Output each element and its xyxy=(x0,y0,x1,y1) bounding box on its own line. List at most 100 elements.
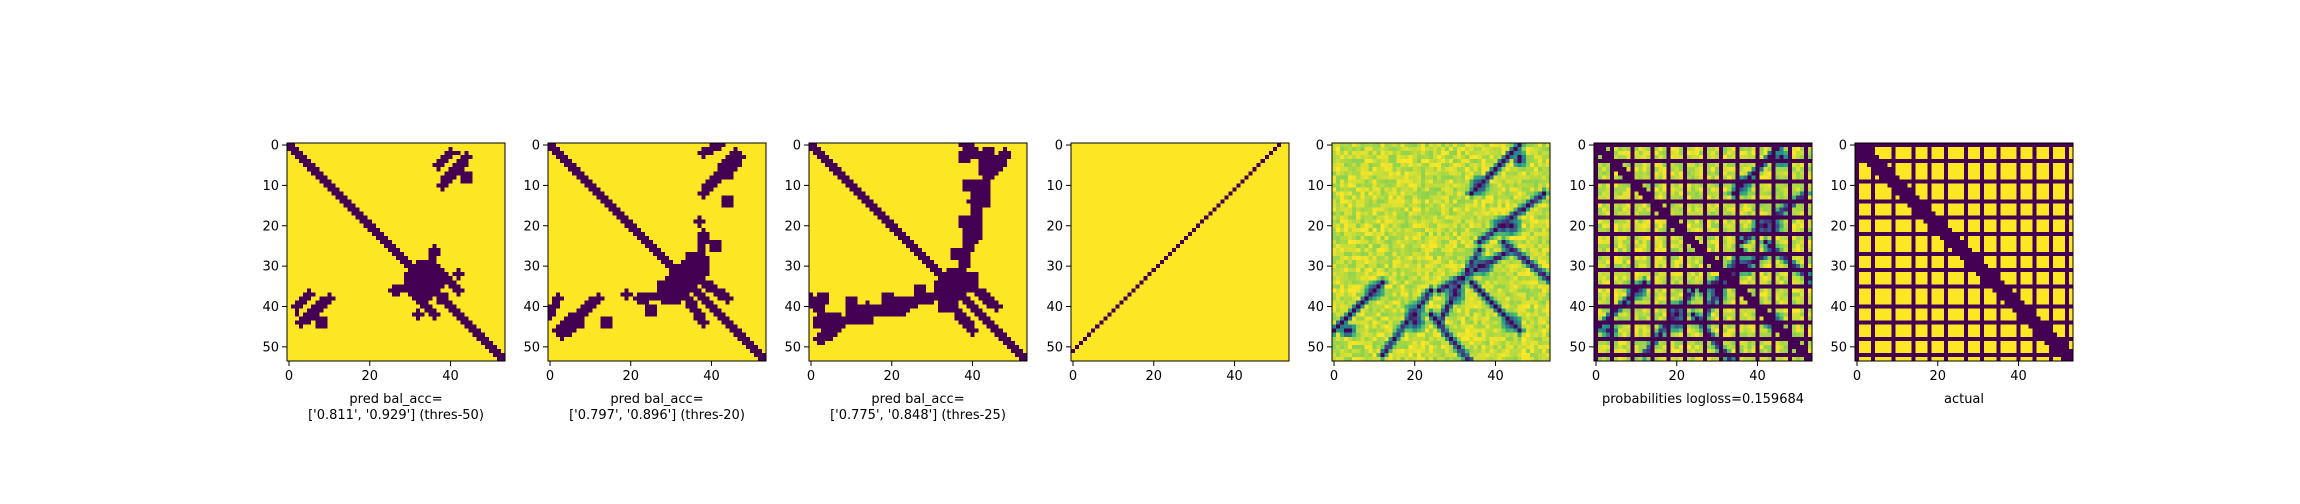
heatmap-cell xyxy=(303,313,307,317)
heatmap-cell xyxy=(548,272,552,276)
heatmap-cell xyxy=(339,260,343,264)
heatmap-cell xyxy=(576,191,580,195)
heatmap-cell xyxy=(653,208,657,212)
heatmap-cell xyxy=(400,341,404,345)
heatmap-cell xyxy=(726,179,730,183)
heatmap-cell xyxy=(424,280,428,284)
heatmap-cell xyxy=(311,220,315,224)
heatmap-cell xyxy=(613,179,617,183)
heatmap-cell xyxy=(709,183,713,187)
heatmap-cell xyxy=(629,288,633,292)
heatmap-cell xyxy=(621,284,625,288)
heatmap-cell xyxy=(432,228,436,232)
heatmap-cell xyxy=(621,163,625,167)
heatmap-cell xyxy=(489,321,493,325)
heatmap-cell xyxy=(617,272,621,276)
heatmap-cell xyxy=(303,175,307,179)
heatmap-cell xyxy=(493,195,497,199)
heatmap-cell xyxy=(356,147,360,151)
heatmap-cell xyxy=(364,321,368,325)
heatmap-cell xyxy=(489,260,493,264)
heatmap-cell xyxy=(709,179,713,183)
heatmap-cell xyxy=(742,216,746,220)
heatmap-cell xyxy=(677,248,681,252)
heatmap-cell xyxy=(465,204,469,208)
heatmap-cell xyxy=(315,159,319,163)
heatmap-cell xyxy=(605,187,609,191)
heatmap-cell xyxy=(307,171,311,175)
heatmap-cell xyxy=(420,296,424,300)
heatmap-cell xyxy=(469,296,473,300)
heatmap-cell xyxy=(584,204,588,208)
heatmap-cell xyxy=(356,292,360,296)
heatmap-cell xyxy=(424,220,428,224)
heatmap-cell xyxy=(669,204,673,208)
heatmap-cell xyxy=(396,212,400,216)
heatmap-cell xyxy=(493,204,497,208)
heatmap-cell xyxy=(344,212,348,216)
heatmap-cell xyxy=(348,171,352,175)
heatmap-cell xyxy=(364,353,368,357)
heatmap-cell xyxy=(473,232,477,236)
heatmap-cell xyxy=(738,292,742,296)
heatmap-cell xyxy=(408,171,412,175)
heatmap-cell xyxy=(621,159,625,163)
heatmap-cell xyxy=(356,191,360,195)
heatmap-cell xyxy=(633,191,637,195)
heatmap-cell xyxy=(428,200,432,204)
heatmap-cell xyxy=(311,191,315,195)
heatmap-cell xyxy=(287,171,291,175)
heatmap-cell xyxy=(649,256,653,260)
heatmap-cell xyxy=(339,224,343,228)
heatmap-cell xyxy=(629,167,633,171)
heatmap-cell xyxy=(287,276,291,280)
heatmap-cell xyxy=(348,333,352,337)
heatmap-cell xyxy=(548,240,552,244)
heatmap-cell xyxy=(376,345,380,349)
heatmap-cell xyxy=(327,337,331,341)
heatmap-cell xyxy=(485,321,489,325)
heatmap-cell xyxy=(420,304,424,308)
heatmap-cell xyxy=(617,175,621,179)
heatmap-cell xyxy=(457,325,461,329)
heatmap-cell xyxy=(742,183,746,187)
heatmap-cell xyxy=(457,321,461,325)
heatmap-cell xyxy=(444,204,448,208)
heatmap-cell xyxy=(649,171,653,175)
heatmap-cell xyxy=(564,296,568,300)
heatmap-cell xyxy=(730,236,734,240)
heatmap-cell xyxy=(287,288,291,292)
heatmap-cell xyxy=(307,228,311,232)
heatmap-cell xyxy=(657,276,661,280)
heatmap-cell xyxy=(453,256,457,260)
heatmap-cell xyxy=(493,224,497,228)
heatmap-cell xyxy=(291,333,295,337)
heatmap-cell xyxy=(580,236,584,240)
heatmap-cell xyxy=(323,321,327,325)
heatmap-cell xyxy=(465,276,469,280)
heatmap-cell xyxy=(576,240,580,244)
heatmap-cell xyxy=(376,216,380,220)
heatmap-cell xyxy=(657,163,661,167)
heatmap-cell xyxy=(327,163,331,167)
heatmap-cell xyxy=(291,191,295,195)
heatmap-cell xyxy=(637,264,641,268)
heatmap-cell xyxy=(303,341,307,345)
heatmap-cell xyxy=(465,313,469,317)
heatmap-cell xyxy=(633,212,637,216)
heatmap-cell xyxy=(473,228,477,232)
heatmap-cell xyxy=(596,191,600,195)
heatmap-cell xyxy=(344,236,348,240)
heatmap-cell xyxy=(681,147,685,151)
heatmap-cell xyxy=(649,264,653,268)
heatmap-cell xyxy=(730,232,734,236)
heatmap-cell xyxy=(408,260,412,264)
heatmap-cell xyxy=(424,268,428,272)
heatmap-cell xyxy=(617,191,621,195)
heatmap-cell xyxy=(440,208,444,212)
heatmap-cell xyxy=(693,187,697,191)
heatmap-cell xyxy=(364,236,368,240)
heatmap-cell xyxy=(641,248,645,252)
heatmap-cell xyxy=(384,317,388,321)
heatmap-cell xyxy=(485,175,489,179)
